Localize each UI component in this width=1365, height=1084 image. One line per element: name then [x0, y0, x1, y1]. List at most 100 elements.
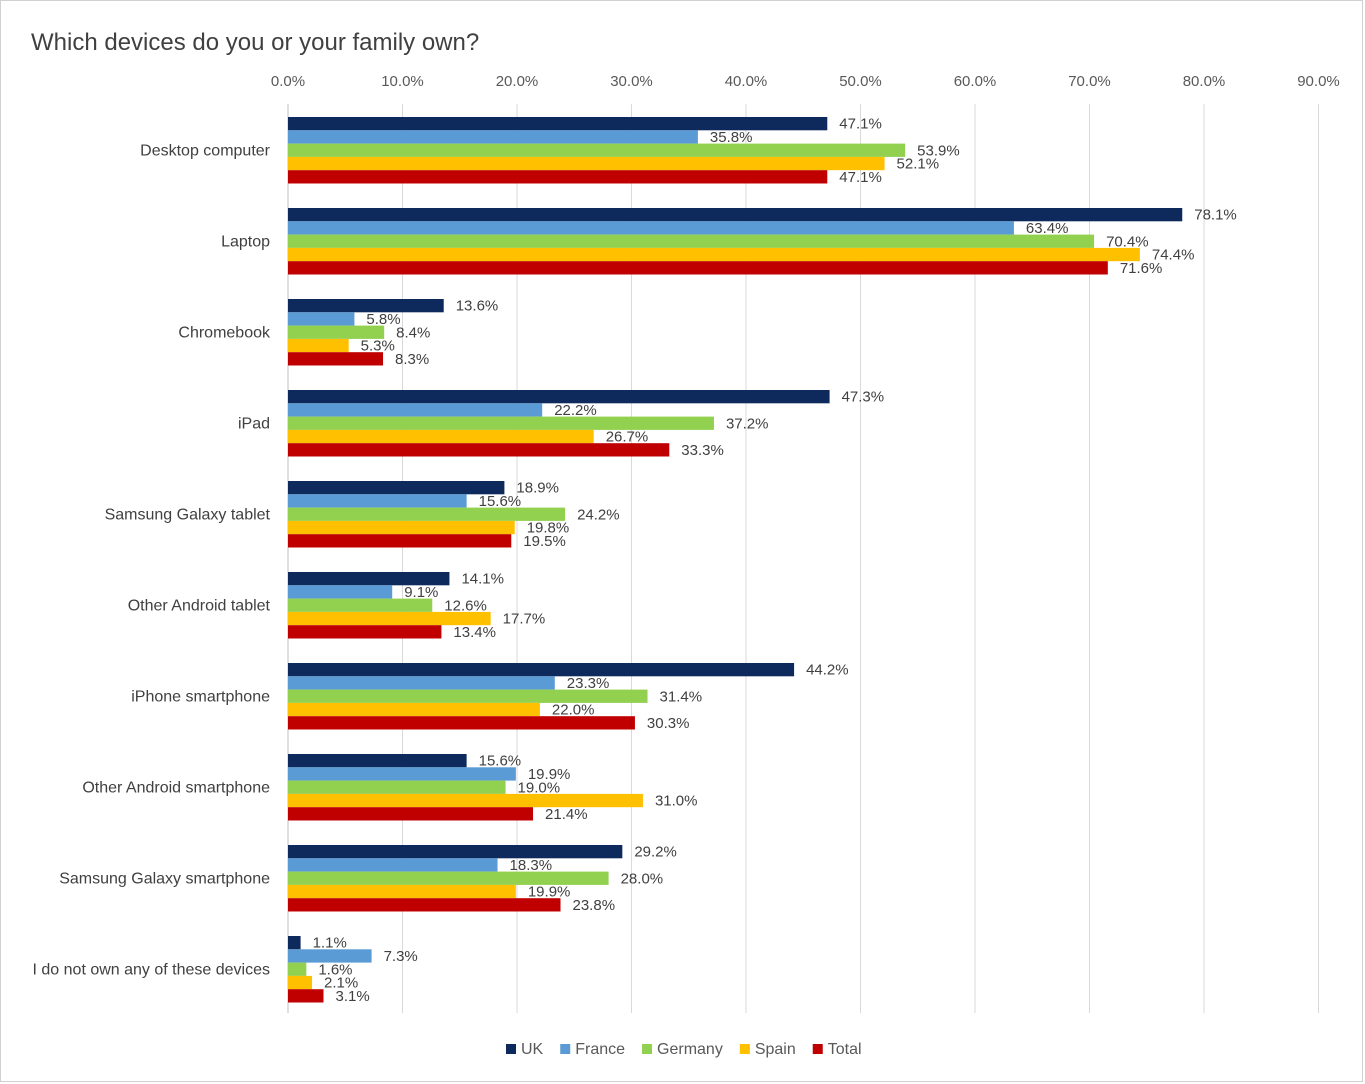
bar-total — [288, 352, 384, 366]
bar-total — [288, 534, 512, 548]
category-label: Desktop computer — [140, 142, 271, 159]
bar-total — [288, 716, 635, 730]
bar-total — [288, 261, 1108, 275]
data-label: 28.0% — [621, 870, 664, 887]
data-label: 5.3% — [361, 338, 395, 355]
bar-total — [288, 443, 670, 457]
legend-swatch — [506, 1044, 516, 1054]
bar-france — [288, 676, 555, 690]
data-label: 44.2% — [806, 662, 849, 679]
bar-france — [288, 949, 372, 963]
data-label: 19.0% — [518, 779, 561, 796]
bar-uk — [288, 572, 450, 586]
bar-france — [288, 494, 467, 508]
data-label: 18.9% — [516, 480, 559, 497]
data-label: 13.6% — [456, 298, 499, 315]
data-label: 30.3% — [647, 715, 690, 732]
bar-uk — [288, 390, 830, 404]
data-label: 14.1% — [461, 571, 504, 588]
bar-france — [288, 858, 498, 872]
bar-france — [288, 585, 393, 599]
legend-entry: UK — [521, 1041, 544, 1058]
category-label: Chromebook — [178, 324, 271, 341]
data-label: 19.9% — [528, 884, 571, 901]
bar-germany — [288, 416, 714, 430]
data-label: 8.3% — [395, 351, 429, 368]
bar-uk — [288, 754, 467, 768]
data-label: 9.1% — [404, 584, 438, 601]
chart-title: Which devices do you or your family own? — [31, 29, 480, 56]
bar-total — [288, 807, 534, 821]
data-label: 71.6% — [1120, 260, 1163, 277]
x-tick-label: 40.0% — [725, 73, 768, 90]
bar-uk — [288, 481, 505, 495]
data-label: 47.1% — [839, 169, 882, 186]
data-label: 63.4% — [1026, 220, 1069, 237]
category-label: Laptop — [221, 233, 270, 250]
bar-france — [288, 767, 516, 781]
bar-uk — [288, 117, 828, 131]
category-label: iPad — [238, 415, 270, 432]
data-label: 74.4% — [1152, 247, 1195, 264]
bar-germany — [288, 325, 385, 339]
legend-entry: France — [575, 1041, 625, 1058]
data-label: 47.3% — [842, 389, 885, 406]
bar-spain — [288, 975, 313, 990]
data-label: 18.3% — [510, 857, 553, 874]
category-label: iPhone smartphone — [131, 688, 270, 705]
x-tick-label: 80.0% — [1183, 73, 1226, 90]
legend-swatch — [642, 1044, 653, 1054]
x-tick-label: 60.0% — [954, 73, 997, 90]
bar-germany — [288, 780, 506, 794]
category-label: Samsung Galaxy tablet — [105, 506, 271, 523]
data-label: 37.2% — [726, 415, 769, 432]
data-label: 19.8% — [527, 520, 570, 537]
data-label: 15.6% — [479, 493, 522, 510]
data-label: 31.4% — [660, 688, 703, 705]
data-label: 33.3% — [681, 442, 724, 459]
legend-swatch — [560, 1044, 571, 1054]
data-label: 52.1% — [897, 156, 940, 173]
x-tick-label: 0.0% — [271, 73, 305, 90]
legend-swatch — [739, 1044, 750, 1054]
data-label: 17.7% — [503, 611, 546, 628]
data-label: 8.4% — [396, 324, 430, 341]
bar-spain — [288, 884, 516, 899]
x-axis-tick-labels: 0.0% 10.0% 20.0% 30.0% 40.0% 50.0% 60.0% 70.0% 8… — [271, 73, 1340, 90]
data-label: 19.5% — [523, 533, 566, 550]
data-label: 13.4% — [453, 624, 496, 641]
bar-uk — [288, 663, 795, 677]
data-label: 12.6% — [444, 597, 487, 614]
bar-france — [288, 403, 543, 417]
bar-total — [288, 170, 828, 184]
bar-france — [288, 221, 1014, 235]
bar-germany — [288, 598, 433, 612]
category-label: Other Android tablet — [128, 597, 271, 614]
x-tick-label: 30.0% — [610, 73, 653, 90]
legend-entry: Spain — [755, 1041, 796, 1058]
bar-spain — [288, 156, 885, 171]
bar-uk — [288, 208, 1183, 222]
data-label: 7.3% — [384, 948, 418, 965]
legend-entry: Total — [828, 1041, 862, 1058]
bar-spain — [288, 429, 594, 444]
data-labels: 47.1% 35.8% 53.9%52.1% 47.1% 78.1% 63.4% 70.4%… — [313, 116, 1237, 1005]
x-tick-label: 90.0% — [1297, 73, 1340, 90]
data-label: 15.6% — [479, 753, 522, 770]
bar-france — [288, 312, 355, 326]
data-label: 78.1% — [1194, 207, 1237, 224]
data-label: 24.2% — [577, 506, 620, 523]
bar-total — [288, 625, 442, 639]
data-label: 3.1% — [335, 988, 369, 1005]
bar-uk — [288, 936, 301, 950]
data-label: 23.8% — [573, 897, 616, 914]
data-label: 29.2% — [634, 844, 677, 861]
data-label: 21.4% — [545, 806, 588, 823]
bar-uk — [288, 299, 444, 313]
bar-spain — [288, 793, 643, 808]
bar-spain — [288, 611, 491, 626]
x-tick-label: 20.0% — [496, 73, 539, 90]
bar-spain — [288, 702, 540, 717]
